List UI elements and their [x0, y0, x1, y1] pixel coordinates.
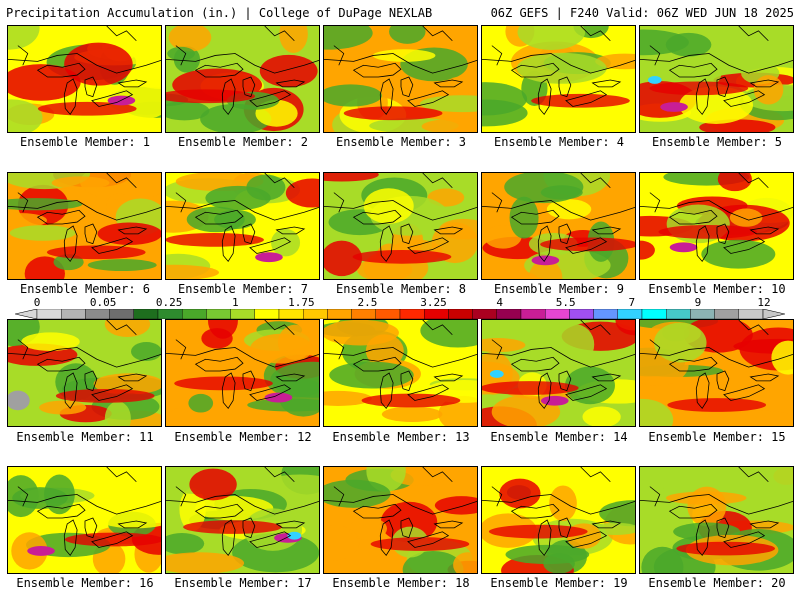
- colorbar-segment: [206, 309, 231, 319]
- colorbar-left-arrow: [15, 309, 38, 319]
- panel-label: Ensemble Member: 18: [332, 576, 470, 590]
- colorbar-segment: [278, 309, 304, 319]
- panel-label: Ensemble Member: 16: [16, 576, 154, 590]
- ensemble-map-panel: [639, 466, 794, 574]
- colorbar-segment: [472, 309, 498, 319]
- colorbar-tick-label: 2.5: [357, 296, 378, 309]
- ensemble-map-panel: [165, 319, 320, 427]
- colorbar-tick-label: 1: [231, 296, 239, 309]
- panel-label: Ensemble Member: 7: [177, 282, 309, 296]
- panel-label: Ensemble Member: 9: [493, 282, 625, 296]
- panel-label: Ensemble Member: 15: [648, 430, 786, 444]
- panel-label: Ensemble Member: 10: [648, 282, 786, 296]
- colorbar-segment: [36, 309, 62, 319]
- colorbar-segment: [545, 309, 570, 319]
- colorbar-tick-label: 3.25: [420, 296, 447, 309]
- ensemble-map-panel: [481, 319, 636, 427]
- ensemble-map-panel: [481, 466, 636, 574]
- colorbar-segment: [399, 309, 425, 319]
- colorbar-tick-label: 12: [757, 296, 771, 309]
- colorbar-segment: [448, 309, 473, 319]
- colorbar-tick-label: 4: [496, 296, 503, 309]
- ensemble-map-panel: [639, 319, 794, 427]
- colorbar-segment: [690, 309, 715, 319]
- colorbar-segment: [230, 309, 256, 319]
- ensemble-map-panel: [323, 319, 478, 427]
- colorbar-segment: [133, 309, 159, 319]
- ensemble-map-panel: [165, 25, 320, 133]
- ensemble-map-panel: [639, 25, 794, 133]
- colorbar-segment: [327, 309, 352, 319]
- model-run-info: 06Z GEFS | F240 Valid: 06Z WED JUN 18 20…: [490, 6, 794, 20]
- colorbar-segment: [738, 309, 764, 319]
- colorbar-segment: [593, 309, 618, 319]
- panel-label: Ensemble Member: 6: [19, 282, 151, 296]
- colorbar-tick-label: 1.75: [288, 296, 315, 309]
- colorbar-segment: [641, 309, 667, 319]
- colorbar-tick-label: 0.25: [155, 296, 183, 309]
- panel-label: Ensemble Member: 1: [19, 135, 151, 149]
- colorbar-segment: [351, 309, 377, 319]
- colorbar-segment: [181, 309, 207, 319]
- colorbar-segment: [85, 309, 110, 319]
- panel-label: Ensemble Member: 12: [174, 430, 312, 444]
- panel-label: Ensemble Member: 4: [493, 135, 625, 149]
- colorbar-tick-label: 0: [33, 296, 41, 309]
- panel-label: Ensemble Member: 2: [177, 135, 309, 149]
- panel-label: Ensemble Member: 13: [332, 430, 470, 444]
- ensemble-map-panel: [7, 172, 162, 280]
- ensemble-map-panel: [7, 25, 162, 133]
- colorbar-segment: [157, 309, 183, 319]
- panel-label: Ensemble Member: 19: [490, 576, 628, 590]
- colorbar-tick-label: 7: [628, 296, 636, 309]
- ensemble-map-panel: [7, 319, 162, 427]
- colorbar-segment: [375, 309, 401, 319]
- colorbar-tick-label: 0.05: [89, 296, 117, 309]
- ensemble-map-panel: [165, 172, 320, 280]
- colorbar-segment: [496, 309, 522, 319]
- map-title: Precipitation Accumulation (in.) | Colle…: [6, 6, 433, 20]
- panel-label: Ensemble Member: 14: [490, 430, 628, 444]
- colorbar-segment: [520, 309, 546, 319]
- colorbar-segment: [254, 309, 280, 319]
- ensemble-map-panel: [323, 25, 478, 133]
- colorbar-segment: [109, 309, 134, 319]
- colorbar-tick-label: 5.5: [555, 296, 576, 309]
- panel-label: Ensemble Member: 5: [651, 135, 783, 149]
- colorbar-tick-label: 9: [694, 296, 702, 309]
- colorbar-segment: [303, 309, 328, 319]
- colorbar-segment: [61, 309, 86, 319]
- panel-label: Ensemble Member: 17: [174, 576, 312, 590]
- colorbar-segment: [666, 309, 691, 319]
- colorbar-segment: [617, 309, 643, 319]
- ensemble-map-panel: [323, 172, 478, 280]
- panel-label: Ensemble Member: 11: [16, 430, 154, 444]
- panel-label: Ensemble Member: 20: [648, 576, 786, 590]
- colorbar-segment: [569, 309, 594, 319]
- ensemble-map-panel: [7, 466, 162, 574]
- colorbar-segment: [714, 309, 739, 319]
- ensemble-map-panel: [165, 466, 320, 574]
- ensemble-map-panel: [639, 172, 794, 280]
- precipitation-colorbar: [15, 309, 785, 319]
- colorbar-segment: [424, 309, 449, 319]
- ensemble-map-panel: [323, 466, 478, 574]
- colorbar-right-arrow: [762, 309, 785, 319]
- ensemble-map-panel: [481, 172, 636, 280]
- panel-label: Ensemble Member: 8: [335, 282, 467, 296]
- panel-label: Ensemble Member: 3: [335, 135, 467, 149]
- ensemble-map-panel: [481, 25, 636, 133]
